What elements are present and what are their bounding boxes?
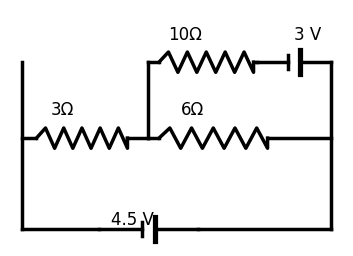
Text: 6Ω: 6Ω xyxy=(181,101,204,119)
Text: 3Ω: 3Ω xyxy=(51,101,74,119)
Text: 4.5 V: 4.5 V xyxy=(111,211,154,229)
Text: 3 V: 3 V xyxy=(294,26,322,45)
Text: 10Ω: 10Ω xyxy=(168,26,202,45)
